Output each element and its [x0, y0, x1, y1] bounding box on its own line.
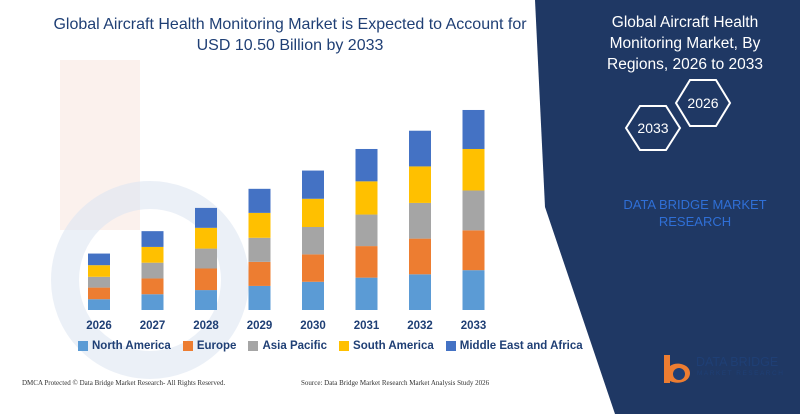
- bar-segment-2032-4: [409, 130, 431, 167]
- bar-segment-2027-1: [141, 278, 164, 295]
- legend-swatch: [445, 341, 456, 351]
- x-tick-label: 2032: [407, 320, 433, 332]
- panel-subtitle: DATA BRIDGE MARKET RESEARCH: [623, 197, 767, 229]
- bar-segment-2028-3: [195, 227, 217, 249]
- logo: DATA BRIDGE MARKET RESEARCH: [660, 352, 790, 386]
- hexagon-2033: [624, 105, 682, 151]
- bar-segment-2027-0: [141, 294, 164, 310]
- bar-segment-2033-0: [462, 270, 485, 310]
- bar-segment-2031-0: [355, 277, 378, 310]
- bar-segment-2031-1: [355, 246, 378, 278]
- bar-segment-2027-3: [141, 246, 164, 263]
- bar-segment-2033-2: [462, 190, 485, 231]
- legend-label: South America: [353, 340, 434, 352]
- bar-segment-2032-2: [409, 202, 431, 239]
- bar-segment-2030-0: [302, 281, 324, 310]
- hex-label-2026: 2026: [687, 95, 719, 111]
- bar-segment-2026-4: [88, 253, 110, 266]
- bar-segment-2029-2: [248, 237, 271, 262]
- logo-name: DATA BRIDGE: [696, 355, 779, 369]
- bar-segment-2027-2: [141, 262, 164, 279]
- panel-background: [535, 0, 800, 414]
- bar-segment-2026-0: [88, 299, 110, 310]
- legend-label: Middle East and Africa: [459, 340, 583, 352]
- bar-segment-2030-3: [302, 198, 324, 227]
- legend-label: Europe: [196, 340, 237, 352]
- watermark-logo-circle: [51, 181, 249, 379]
- legend-item: Middle East and Africa: [445, 340, 583, 352]
- bar-segment-2029-1: [248, 261, 271, 286]
- x-tick-label: 2026: [86, 320, 112, 332]
- logo-icon: [664, 355, 690, 383]
- bar-segment-2029-0: [248, 285, 271, 310]
- x-tick-label: 2033: [461, 320, 487, 332]
- hex-label-2033: 2033: [637, 120, 669, 136]
- legend-item: Europe: [182, 340, 237, 352]
- bar-segment-2033-4: [462, 109, 485, 149]
- footer-copyright: DMCA Protected © Data Bridge Market Rese…: [22, 379, 226, 387]
- x-tick-label: 2031: [354, 320, 380, 332]
- legend-swatch: [248, 341, 259, 351]
- legend-item: Asia Pacific: [248, 340, 327, 352]
- legend-swatch: [182, 341, 193, 351]
- bar-segment-2032-0: [409, 274, 431, 310]
- bar-segment-2030-1: [302, 254, 324, 282]
- legend-item: South America: [339, 340, 434, 352]
- legend-swatch: [339, 341, 350, 351]
- x-tick-label: 2030: [300, 320, 326, 332]
- bar-segment-2031-4: [355, 148, 378, 182]
- bar-segment-2029-4: [248, 188, 271, 213]
- legend: North America Europe Asia Pacific South Ame…: [78, 340, 583, 352]
- footer-source: Source: Data Bridge Market Research Mark…: [301, 379, 490, 387]
- bar-segment-2031-3: [355, 181, 378, 215]
- bar-segment-2033-1: [462, 230, 485, 271]
- x-tick-label: 2027: [140, 320, 166, 332]
- bar-segment-2026-1: [88, 287, 110, 300]
- legend-swatch: [78, 341, 88, 351]
- stacked-bar-chart: 2026 2027 2028 2029 2030 2031 2032 2033: [86, 109, 487, 332]
- x-tick-label: 2029: [247, 320, 273, 332]
- x-tick-label: 2028: [193, 320, 219, 332]
- bar-segment-2030-4: [302, 170, 324, 199]
- bar-segment-2026-3: [88, 265, 110, 277]
- bar-segment-2032-3: [409, 166, 431, 203]
- bar-segment-2029-3: [248, 212, 271, 238]
- bar-segment-2032-1: [409, 238, 431, 275]
- legend-item: North America: [78, 340, 171, 352]
- hexagon-2026: [674, 79, 732, 127]
- logo-tagline: MARKET RESEARCH: [697, 370, 785, 377]
- bar-segment-2028-1: [195, 268, 217, 291]
- bar-segment-2026-2: [88, 276, 110, 288]
- chart-title: Global Aircraft Health Monitoring Market…: [53, 16, 527, 54]
- bar-segment-2028-0: [195, 290, 217, 310]
- bar-segment-2027-4: [141, 231, 164, 247]
- bar-segment-2031-2: [355, 214, 378, 247]
- bar-segment-2030-2: [302, 227, 324, 255]
- bar-segment-2028-2: [195, 248, 217, 269]
- bar-segment-2028-4: [195, 207, 217, 228]
- bar-segment-2033-3: [462, 148, 485, 191]
- legend-label: Asia Pacific: [262, 340, 328, 352]
- legend-label: North America: [92, 340, 171, 352]
- panel-title: Global Aircraft Health Monitoring Market…: [607, 14, 763, 73]
